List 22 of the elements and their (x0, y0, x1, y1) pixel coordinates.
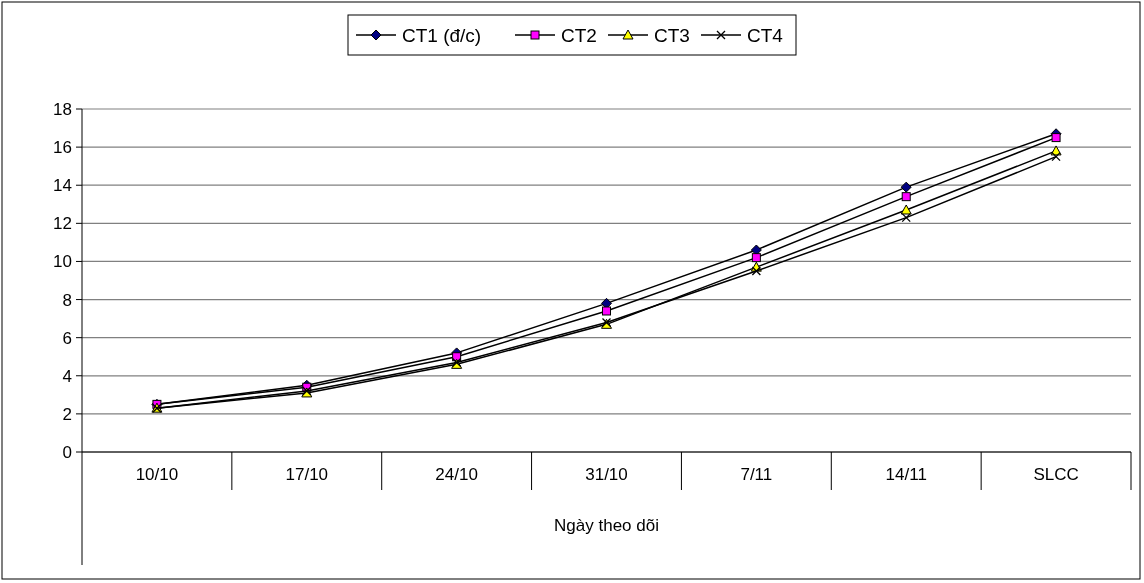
legend-label: CT1 (đ/c) (402, 24, 482, 46)
y-tick-label: 12 (53, 214, 72, 234)
y-tick-label: 18 (53, 99, 72, 119)
x-tick-label: 14/11 (885, 465, 927, 484)
y-tick-label: 2 (62, 404, 72, 424)
x-tick-label: 10/10 (135, 465, 179, 484)
x-tick-label: SLCC (1033, 465, 1079, 484)
y-tick-label: 10 (53, 252, 72, 272)
legend-label: CT4 (747, 24, 784, 46)
x-tick-label: 7/11 (740, 465, 773, 484)
legend-label: CT2 (561, 24, 597, 46)
x-tick-label: 24/10 (435, 465, 478, 484)
y-tick-label: 0 (62, 442, 72, 462)
x-axis-title: Ngày theo dõi (554, 516, 659, 535)
legend-label: CT3 (654, 24, 690, 46)
y-tick-label: 14 (53, 176, 72, 196)
x-tick-label: 17/10 (285, 465, 329, 484)
x-tick-label: 31/10 (585, 465, 628, 484)
y-tick-label: 4 (62, 366, 72, 386)
y-tick-label: 8 (62, 290, 72, 310)
y-tick-label: 6 (62, 328, 72, 348)
y-tick-label: 16 (53, 138, 72, 158)
